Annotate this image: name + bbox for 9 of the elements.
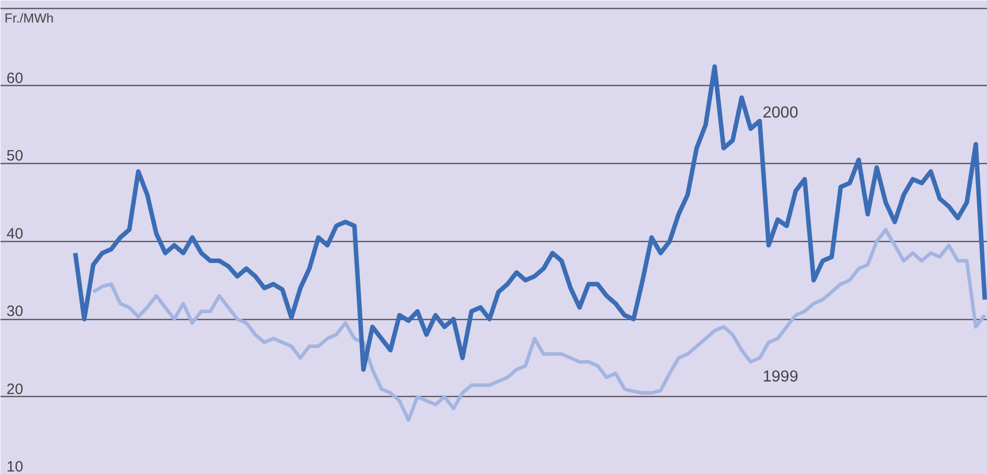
y-tick-label: 30 <box>6 303 24 320</box>
y-tick-label: 50 <box>6 148 24 165</box>
y-tick-label: 40 <box>6 225 24 242</box>
y-tick-label: 60 <box>6 70 24 87</box>
series-label: 1999 <box>762 368 798 386</box>
series-label: 2000 <box>762 104 798 122</box>
y-axis-title: Fr./MWh <box>4 10 54 26</box>
y-tick-label: 20 <box>6 380 24 398</box>
y-tick-label: 10 <box>6 458 24 474</box>
